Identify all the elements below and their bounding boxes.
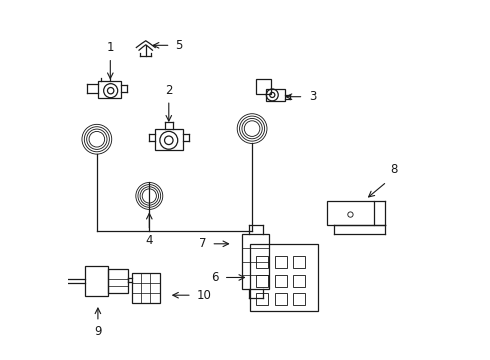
Bar: [256, 293, 268, 305]
Text: 9: 9: [94, 325, 101, 338]
Text: 8: 8: [391, 163, 398, 176]
Bar: [266, 89, 285, 101]
Bar: [242, 234, 270, 289]
Bar: [98, 81, 122, 98]
Text: 4: 4: [146, 234, 153, 247]
Text: 6: 6: [211, 271, 219, 284]
Bar: [256, 79, 271, 94]
Bar: [293, 256, 305, 269]
Bar: [274, 256, 287, 269]
Bar: [274, 293, 287, 305]
Bar: [326, 201, 374, 225]
Bar: [155, 129, 183, 150]
Text: 1: 1: [106, 41, 114, 54]
Text: 5: 5: [175, 39, 183, 52]
Bar: [108, 270, 128, 293]
Bar: [250, 244, 318, 311]
Bar: [132, 273, 160, 303]
Bar: [293, 275, 305, 287]
Text: 7: 7: [198, 237, 206, 250]
Bar: [274, 275, 287, 287]
Text: 10: 10: [197, 289, 212, 302]
Text: 2: 2: [165, 84, 172, 97]
Bar: [293, 293, 305, 305]
Bar: [256, 256, 268, 269]
Text: 3: 3: [309, 90, 316, 103]
Bar: [256, 275, 268, 287]
Bar: [85, 266, 108, 296]
